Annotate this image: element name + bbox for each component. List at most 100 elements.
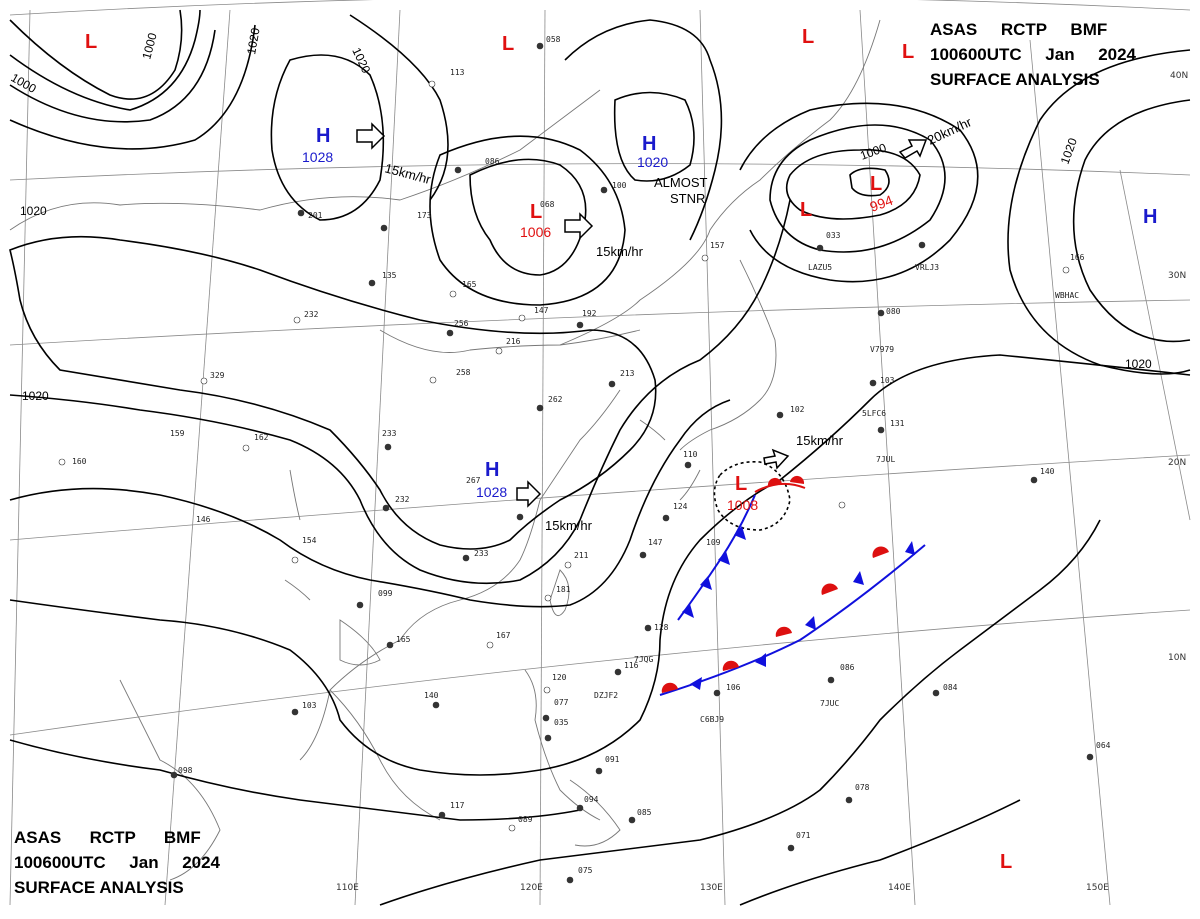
- arrow-icon: [516, 480, 542, 508]
- station-value: 103: [302, 701, 317, 710]
- station-value: 140: [1040, 467, 1055, 476]
- lat-label: 30N: [1168, 271, 1186, 281]
- isobar-label: 1020: [1125, 357, 1152, 371]
- station-value: 086: [840, 663, 855, 672]
- high-pressure-value: 1028: [302, 149, 333, 165]
- lon-label: 130E: [700, 883, 723, 893]
- station-id: V7979: [870, 345, 894, 354]
- lon-label: 150E: [1086, 883, 1109, 893]
- lat-label: 40N: [1170, 71, 1188, 81]
- arrow-icon: [564, 212, 594, 240]
- high-centers: H 1028 H 1020 H 1028 H: [302, 125, 1157, 500]
- station-value: 147: [648, 538, 663, 547]
- isobars: [9, 9, 1191, 906]
- lat-label: 20N: [1168, 458, 1186, 468]
- station-value: 128: [654, 623, 669, 632]
- station-value: 117: [450, 801, 465, 810]
- station-value: 033: [826, 231, 841, 240]
- station-id: 7JUC: [820, 699, 839, 708]
- station-id: LAZU5: [808, 263, 832, 272]
- station-value: 077: [554, 698, 569, 707]
- station-value: 116: [624, 661, 639, 670]
- station-value: 165: [396, 635, 411, 644]
- isobar-label: 1020: [244, 26, 262, 55]
- header-top-line1: ASAS RCTP BMF: [930, 20, 1107, 39]
- station-value: 113: [450, 68, 465, 77]
- station-value: 080: [886, 307, 901, 316]
- low-pressure-letter: L: [1000, 851, 1012, 873]
- movement-speed-label: 15km/hr: [383, 160, 433, 187]
- station-id: DZJF2: [594, 691, 618, 700]
- station-value: 267: [466, 476, 481, 485]
- isobar-label: 1000: [9, 70, 39, 96]
- high-pressure-letter: H: [485, 459, 499, 481]
- low-pressure-value: 1008: [727, 497, 758, 513]
- station-value: 103: [880, 376, 895, 385]
- station-value: 173: [417, 211, 432, 220]
- movement-speed-label: 15km/hr: [545, 518, 593, 533]
- longitude-labels: 110E 120E 130E 140E 150E: [336, 883, 1109, 893]
- station-value: 089: [518, 815, 533, 824]
- station-value: 120: [552, 673, 567, 682]
- station-value: 162: [254, 433, 269, 442]
- isobar-label: 1020: [349, 45, 373, 75]
- station-value: 071: [796, 831, 811, 840]
- station-value: 192: [582, 309, 597, 318]
- high-pressure-value: 1028: [476, 484, 507, 500]
- warm-front: [661, 475, 889, 693]
- movement-labels: 15km/hr 15km/hr 20km/hr 15km/hr 15km/hr …: [383, 114, 974, 533]
- station-value: 181: [556, 585, 571, 594]
- low-pressure-letter: L: [502, 33, 514, 55]
- graticule: [9, 0, 1191, 906]
- station-value: 256: [454, 319, 469, 328]
- station-value: 160: [72, 457, 87, 466]
- station-value: 154: [302, 536, 317, 545]
- movement-speed-label: 15km/hr: [796, 433, 844, 448]
- station-value: 262: [548, 395, 563, 404]
- station-id: 5LFC6: [862, 409, 886, 418]
- movement-arrows: [356, 122, 928, 508]
- arrow-icon: [898, 139, 928, 159]
- low-centers: L 1006 L 994 L 1008 L: [520, 173, 1012, 873]
- header-bottom-line2: 100600UTC Jan 2024: [14, 853, 221, 872]
- high-pressure-letter: H: [642, 133, 656, 155]
- almost-stnr-line2: STNR: [670, 191, 705, 206]
- header-top: ASAS RCTP BMF 100600UTC Jan 2024 SURFACE…: [930, 20, 1137, 89]
- low-pressure-letter: L: [735, 473, 747, 495]
- station-value: 099: [378, 589, 393, 598]
- station-value: 102: [790, 405, 805, 414]
- isobar-label: 1020: [1058, 136, 1080, 166]
- station-id: 7JQG: [634, 655, 653, 664]
- station-values: 058 113 086 068 100 157 201 173 135 165 147 192 232 2…: [72, 35, 1111, 875]
- movement-speed-label: 15km/hr: [596, 244, 644, 259]
- unlabeled-lows: L L L L L: [85, 26, 914, 221]
- station-value: 064: [1096, 741, 1111, 750]
- arrow-icon: [763, 448, 790, 470]
- station-value: 078: [855, 783, 870, 792]
- station-value: 035: [554, 718, 569, 727]
- station-value: 085: [637, 808, 652, 817]
- coastlines: [9, 19, 881, 881]
- station-value: 201: [308, 211, 323, 220]
- station-value: 233: [474, 549, 489, 558]
- cold-front: [659, 494, 926, 696]
- station-value: 140: [424, 691, 439, 700]
- station-id: C6BJ9: [700, 715, 724, 724]
- lat-label: 10N: [1168, 653, 1186, 663]
- station-value: 232: [304, 310, 319, 319]
- station-value: 147: [534, 306, 549, 315]
- station-value: 165: [462, 280, 477, 289]
- low-pressure-letter: L: [870, 173, 882, 195]
- low-pressure-value: 1006: [520, 224, 551, 240]
- station-value: 131: [890, 419, 905, 428]
- isobar-label: 1000: [139, 31, 160, 61]
- isobar-label: 1020: [20, 204, 47, 218]
- low-pressure-letter: L: [530, 201, 542, 223]
- movement-speed-label: 20km/hr: [925, 114, 975, 148]
- latitude-labels: 40N 30N 20N 10N: [1168, 71, 1188, 663]
- almost-stnr-line1: ALMOST: [654, 175, 708, 190]
- low-pressure-letter: L: [802, 26, 814, 48]
